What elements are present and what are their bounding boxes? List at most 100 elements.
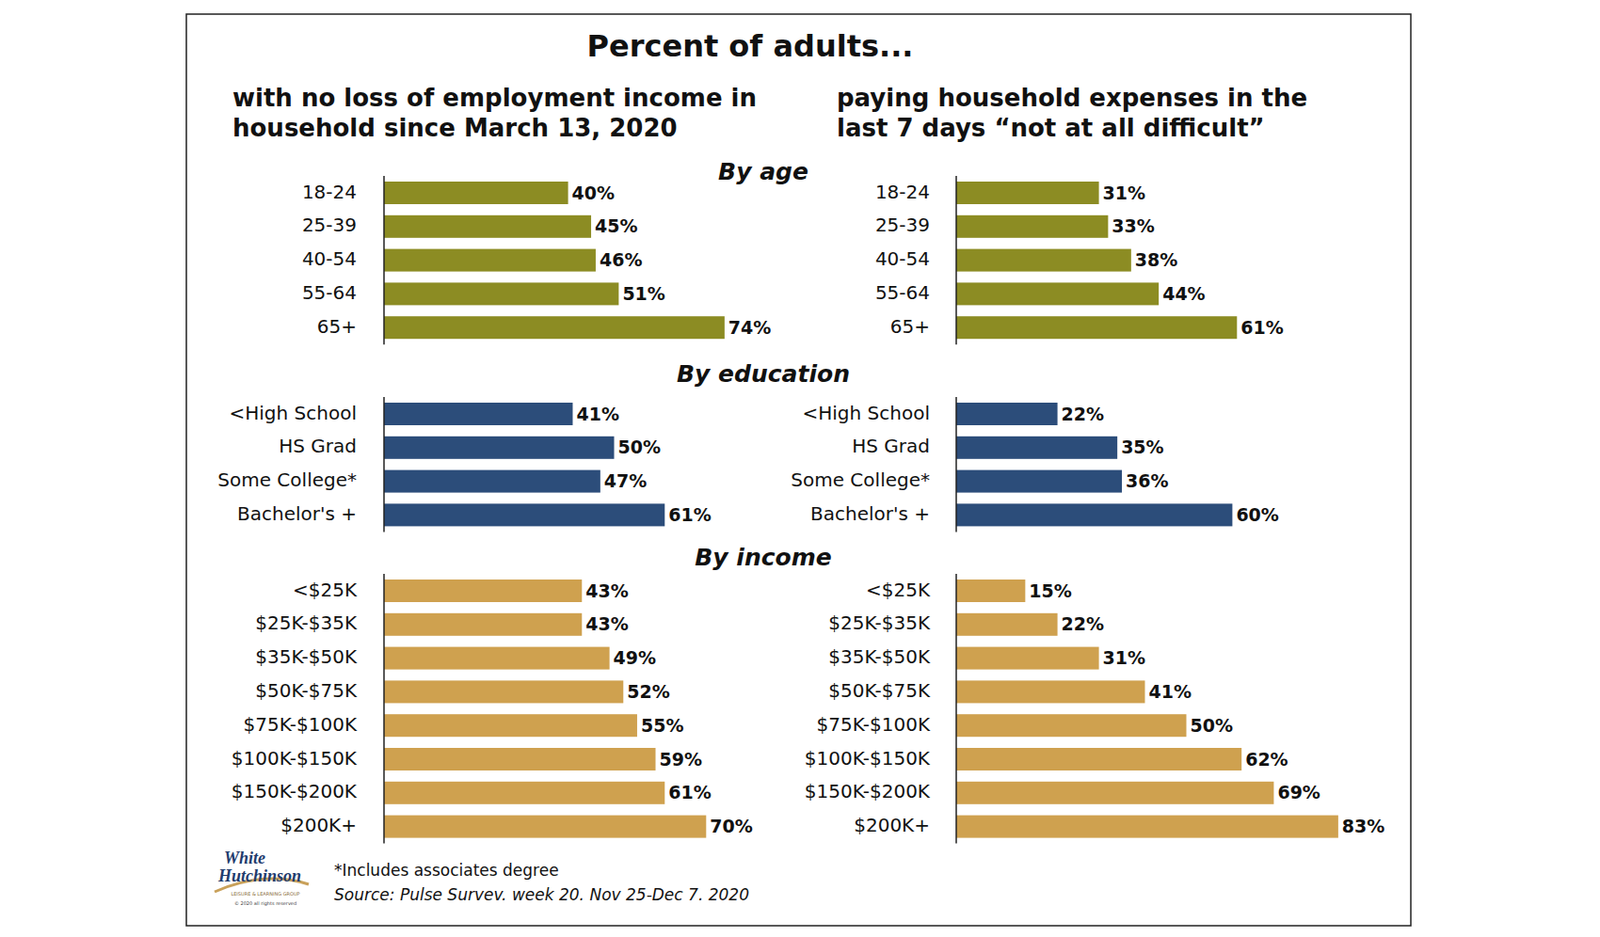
category-label: $100K-$150K	[231, 747, 358, 770]
bar	[384, 436, 615, 460]
category-label: $25K-$35K	[828, 611, 931, 635]
bar	[956, 282, 1159, 305]
frame	[186, 14, 1411, 927]
data-label: 50%	[618, 436, 661, 458]
category-label: $75K-$100K	[243, 713, 358, 736]
bar	[384, 503, 665, 527]
bar	[384, 316, 725, 339]
data-label: 43%	[585, 580, 628, 602]
category-label: $150K-$200K	[231, 780, 358, 803]
bar	[384, 816, 706, 839]
category-label: $75K-$100K	[816, 713, 931, 736]
category-label: Bachelor's +	[237, 502, 357, 526]
data-label: 59%	[659, 749, 703, 770]
data-label: 31%	[1103, 647, 1146, 669]
data-label: 22%	[1061, 403, 1104, 425]
bar	[956, 181, 1100, 205]
category-label: $100K-$150K	[804, 747, 931, 770]
footnote: *Includes associates degree	[334, 861, 560, 880]
category-label: $50K-$75K	[828, 679, 931, 703]
data-label: 47%	[604, 470, 647, 492]
data-label: 62%	[1245, 749, 1288, 770]
panel: <High School HS Grad Some College* Bachelor…	[217, 397, 711, 532]
bar	[384, 215, 592, 239]
logo-text: © 2020 all rights reserved	[234, 900, 297, 908]
data-label: 45%	[594, 215, 638, 237]
bar	[956, 714, 1187, 737]
bar	[384, 647, 610, 671]
data-label: 55%	[640, 715, 684, 736]
bar	[956, 680, 1145, 704]
bar	[956, 579, 1025, 603]
category-label: $50K-$75K	[255, 679, 358, 703]
column-title: household since March 13, 2020	[232, 113, 678, 143]
section-title: By education	[676, 360, 850, 388]
axis-line	[383, 574, 385, 845]
bars	[956, 181, 1237, 339]
panel: <$25K$25K-$35K$35K-$50K$50K-$75K$75K-$10…	[231, 574, 753, 845]
bar	[384, 282, 619, 305]
data-label: 61%	[1240, 317, 1283, 338]
bar	[956, 249, 1132, 272]
category-label: <High School	[229, 401, 357, 425]
category-label: $35K-$50K	[828, 645, 931, 669]
category-label: Bachelor's +	[810, 502, 930, 526]
bar	[956, 503, 1232, 527]
axis-line	[383, 397, 385, 532]
source: Source: Pulse Survev. week 20. Nov 25-De…	[334, 885, 750, 905]
data-label: 41%	[1148, 681, 1191, 703]
category-label: HS Grad	[278, 434, 357, 458]
data-label: 52%	[626, 681, 670, 703]
category-label: 18-24	[875, 180, 930, 204]
axis-line	[955, 574, 958, 845]
logo-text: LEISURE & LEARNING GROUP	[230, 891, 300, 897]
bar	[384, 579, 582, 603]
data-label: 44%	[1162, 283, 1205, 304]
bar	[956, 748, 1242, 771]
data-label: 83%	[1342, 816, 1385, 837]
bar	[956, 215, 1108, 239]
bar	[384, 613, 582, 637]
category-label: 18-24	[302, 180, 357, 204]
category-label: 55-64	[875, 281, 930, 304]
logo-text: White	[224, 848, 266, 868]
category-label: <$25K	[292, 578, 358, 602]
bar	[384, 402, 573, 426]
bars	[956, 402, 1232, 527]
data-label: 41%	[576, 403, 619, 425]
section-title: By income	[694, 544, 832, 572]
column-title: last 7 days “not at all difficult”	[836, 113, 1265, 143]
category-label: HS Grad	[851, 434, 930, 458]
category-label: Some College*	[790, 468, 930, 492]
category-label: 25-39	[875, 213, 930, 237]
bar	[956, 402, 1058, 426]
category-label: <$25K	[865, 578, 931, 602]
background	[0, 0, 1600, 937]
data-label: 38%	[1135, 249, 1178, 271]
bar	[956, 436, 1118, 460]
category-label: $25K-$35K	[255, 611, 358, 635]
section-title: By age	[718, 158, 809, 186]
data-label: 35%	[1120, 436, 1164, 458]
bar	[384, 782, 665, 805]
bars	[956, 579, 1339, 839]
data-label: 49%	[613, 647, 656, 669]
bar	[956, 782, 1274, 805]
chart-page: Percent of adults...with no loss of empl…	[0, 0, 1600, 937]
bar	[956, 613, 1058, 637]
bar	[384, 714, 638, 737]
axis-line	[955, 397, 958, 532]
data-label: 50%	[1190, 715, 1233, 736]
category-label: $200K+	[280, 814, 357, 837]
data-label: 33%	[1111, 215, 1154, 237]
data-label: 46%	[599, 249, 642, 271]
data-label: 60%	[1235, 504, 1279, 526]
category-label: Some College*	[217, 468, 357, 492]
panel: <High SchoolHS GradSome College*Bachelor…	[790, 397, 1280, 532]
bar	[956, 470, 1122, 494]
bars	[384, 402, 665, 527]
category-label: 40-54	[875, 247, 930, 271]
category-label: 65+	[890, 315, 930, 338]
axis-line	[383, 176, 385, 345]
panel: <$25K $25K-$35K $35K-$50K $50K-$75K $75K-$10…	[804, 574, 1386, 845]
